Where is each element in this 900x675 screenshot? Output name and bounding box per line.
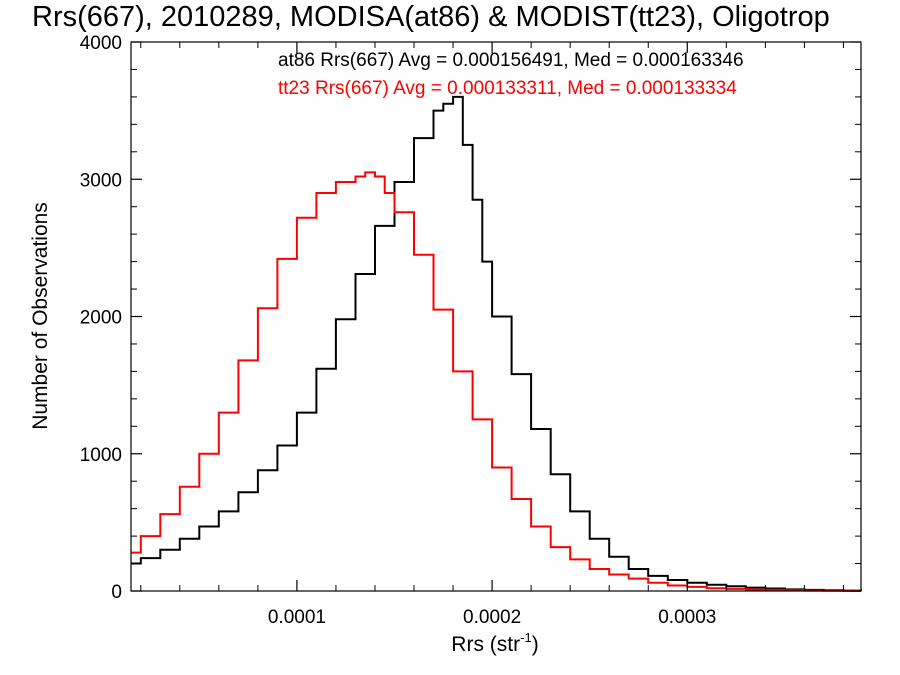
series-layer [131, 95, 862, 592]
series-line-0 [131, 95, 862, 592]
y-tick-label: 3000 [80, 170, 122, 191]
x-axis-label-superscript: -1 [520, 630, 532, 645]
annotation-at86: at86 Rrs(667) Avg = 0.000156491, Med = 0… [278, 50, 744, 71]
x-axis-label-close: ) [532, 633, 539, 656]
chart-title: Rrs(667), 2010289, MODISA(at86) & MODIST… [32, 1, 830, 33]
y-tick-label: 4000 [80, 33, 122, 54]
ticks-layer: 0.0001 0.0002 0.0003 0 1000 2000 3000 4000 [80, 33, 861, 628]
y-axis-label: Number of Observations [29, 202, 52, 430]
y-tick-label: 0 [111, 582, 122, 603]
x-tick-label: 0.0003 [658, 607, 716, 628]
y-tick-label: 1000 [80, 445, 122, 466]
y-tick-label: 2000 [80, 308, 122, 329]
x-axis-label-main: Rrs (str [451, 633, 520, 656]
x-tick-label: 0.0002 [463, 607, 521, 628]
series-line-1 [131, 171, 861, 592]
annotation-tt23: tt23 Rrs(667) Avg = 0.000133311, Med = 0… [278, 78, 737, 99]
x-tick-label: 0.0001 [268, 607, 326, 628]
x-axis-label: Rrs (str-1) [451, 630, 538, 656]
